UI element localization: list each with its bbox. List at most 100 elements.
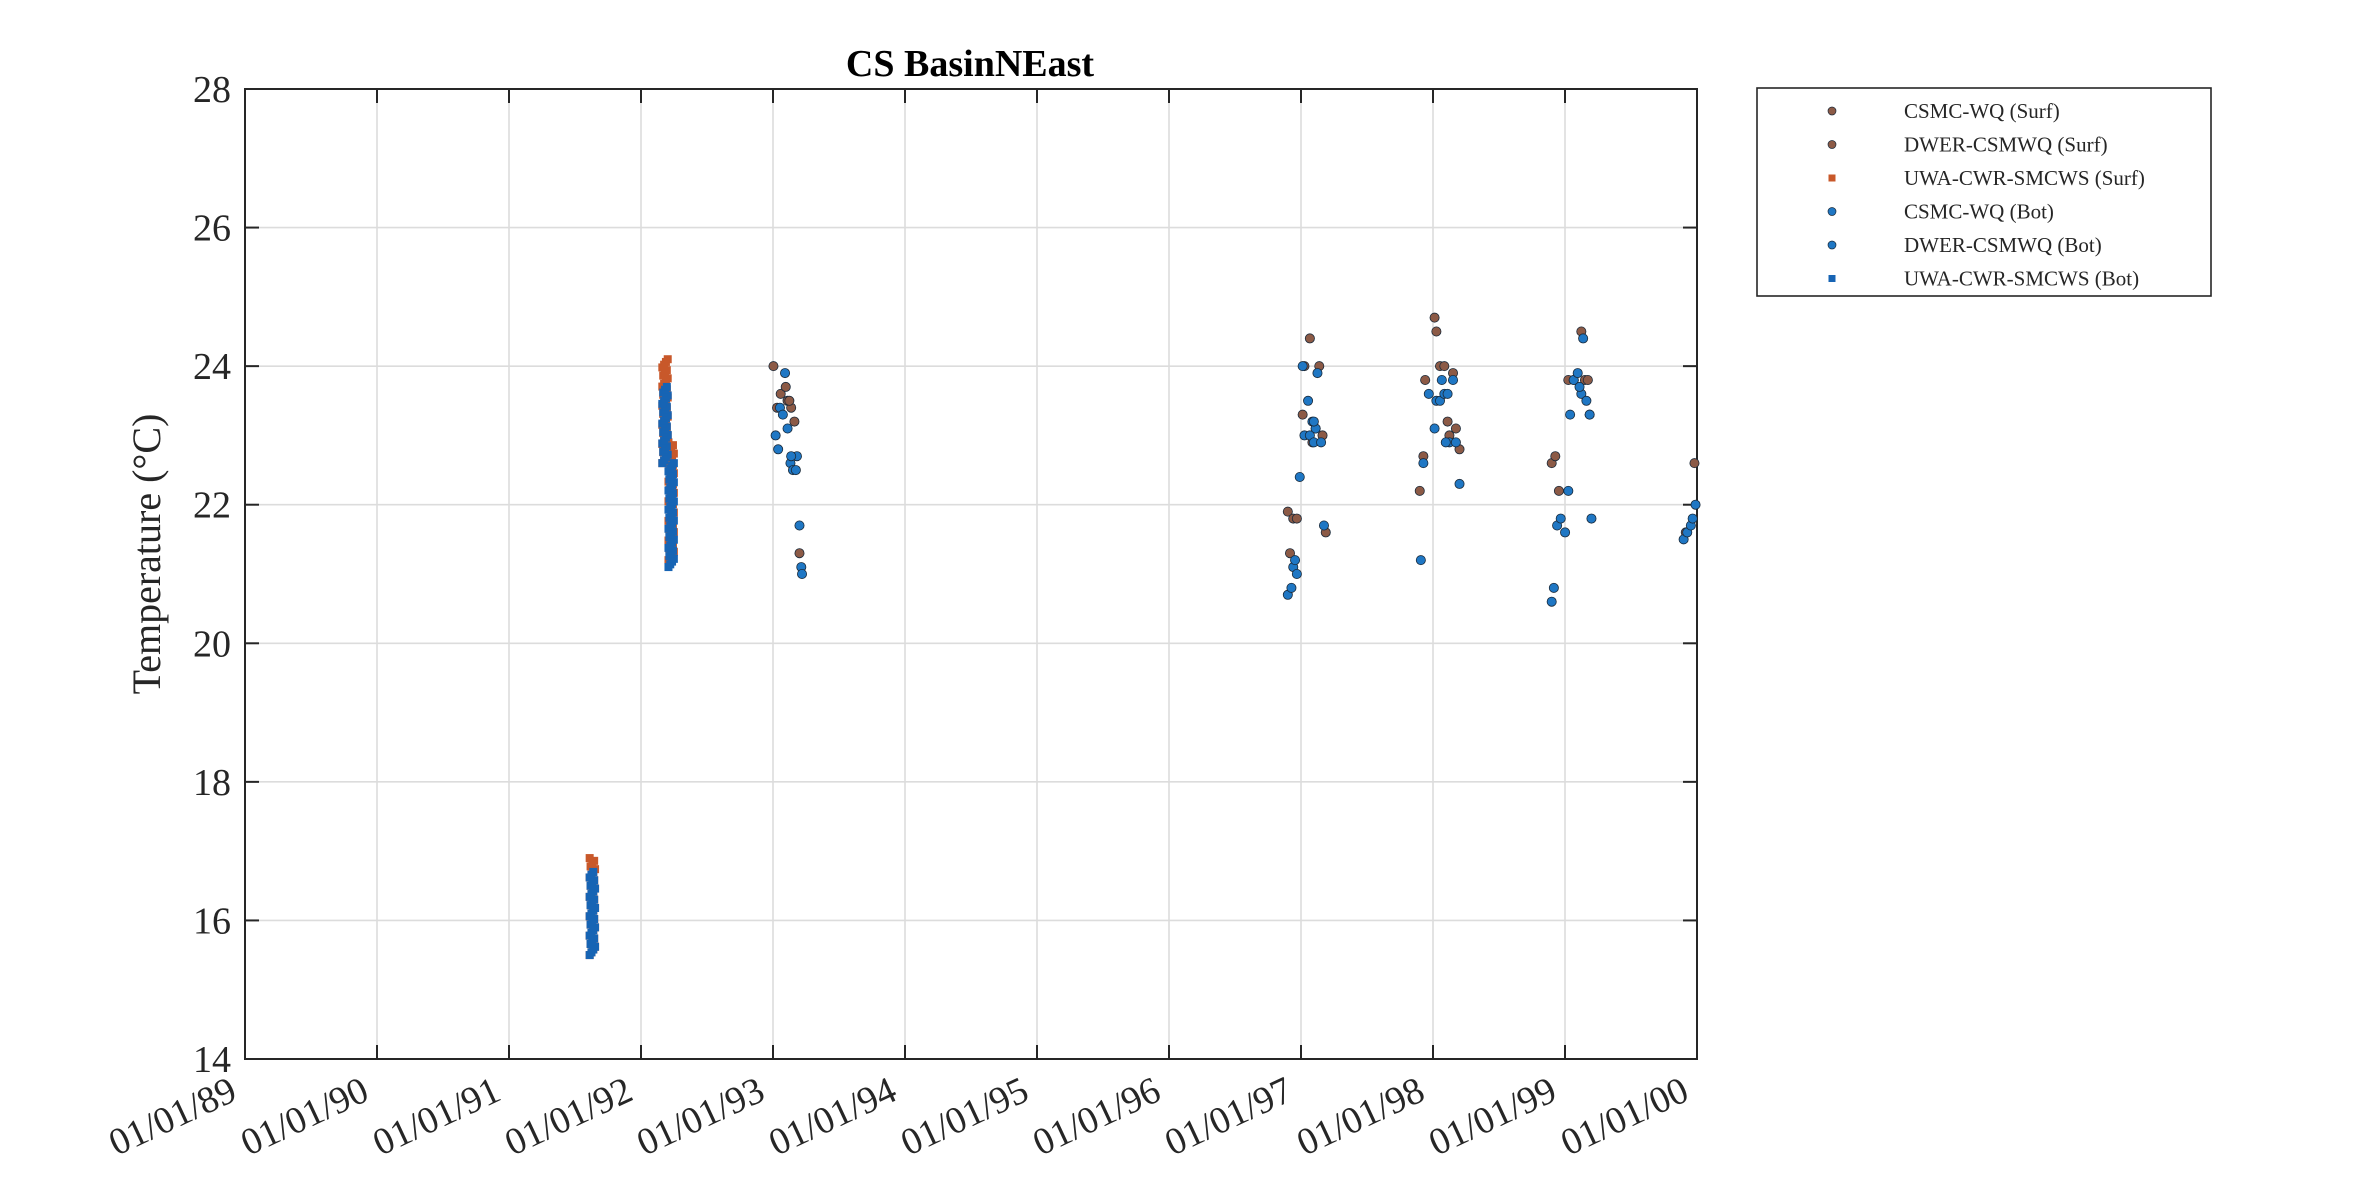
data-point (1581, 395, 1592, 406)
data-point (1550, 451, 1561, 462)
data-point (1414, 485, 1425, 496)
data-point (1297, 409, 1308, 420)
y-tick-label: 16 (193, 900, 231, 942)
data-point (1415, 555, 1426, 566)
data-point (668, 441, 677, 450)
data-point (591, 942, 600, 951)
data-point (784, 395, 795, 406)
data-point (662, 422, 671, 431)
data-point (663, 411, 672, 420)
data-point (662, 366, 671, 375)
plot-area-border (244, 88, 1698, 1060)
data-point (1690, 499, 1701, 510)
data-point (1318, 520, 1329, 531)
data-point (777, 409, 788, 420)
y-tick-label: 28 (193, 69, 231, 111)
data-point (669, 516, 678, 525)
legend-marker (1827, 140, 1837, 149)
legend-marker (1827, 207, 1837, 216)
data-point (1290, 555, 1301, 566)
legend-marker (1827, 240, 1837, 250)
data-point (1560, 527, 1571, 538)
data-point (1316, 437, 1327, 448)
data-point (1555, 513, 1566, 524)
data-point (590, 915, 599, 924)
data-point (1584, 409, 1595, 420)
data-point (591, 903, 600, 912)
data-point (1423, 388, 1434, 399)
data-point (591, 884, 600, 893)
data-point (780, 381, 791, 392)
data-point (1291, 569, 1302, 580)
data-point (1429, 423, 1440, 434)
data-point (1572, 368, 1583, 379)
data-point (1454, 478, 1465, 489)
data-point (1420, 374, 1431, 385)
data-point (668, 508, 677, 517)
legend-label: DWER-CSMWQ (Bot) (1904, 233, 2102, 257)
data-point (1291, 513, 1302, 524)
data-point (668, 470, 677, 479)
data-point (669, 459, 678, 468)
data-point (663, 355, 672, 364)
y-tick-label: 18 (193, 762, 231, 804)
data-point (668, 489, 677, 498)
data-point (669, 497, 678, 506)
data-point (591, 923, 600, 932)
data-point (662, 442, 671, 451)
data-point (775, 388, 786, 399)
data-point (1304, 333, 1315, 344)
legend-label: DWER-CSMWQ (Surf) (1904, 133, 2108, 157)
data-point (663, 430, 672, 439)
legend-label: CSMC-WQ (Bot) (1904, 200, 2054, 224)
data-point (1312, 368, 1323, 379)
data-point (1439, 361, 1450, 372)
data-series (585, 312, 1701, 960)
data-point (1429, 312, 1440, 323)
data-point (663, 450, 672, 459)
data-point (1450, 437, 1461, 448)
data-point (782, 423, 793, 434)
data-point (790, 465, 801, 476)
data-point (590, 856, 599, 865)
data-point (1448, 374, 1459, 385)
data-point (1282, 506, 1293, 517)
legend-label: UWA-CWR-SMCWS (Bot) (1904, 267, 2139, 291)
data-point (589, 867, 598, 876)
legend-label: CSMC-WQ (Surf) (1904, 99, 2060, 123)
data-point (797, 569, 808, 580)
data-point (590, 895, 599, 904)
y-tick-label: 14 (193, 1039, 231, 1081)
data-point (662, 402, 671, 411)
data-point (1297, 361, 1308, 372)
data-point (1563, 485, 1574, 496)
data-point (663, 374, 672, 383)
data-point (663, 391, 672, 400)
data-point (1308, 416, 1319, 427)
legend-marker (1828, 174, 1836, 182)
data-point (1418, 458, 1429, 469)
legend-label: UWA-CWR-SMCWS (Surf) (1904, 166, 2145, 190)
data-point (669, 449, 678, 458)
data-point (585, 854, 594, 863)
data-point (1553, 485, 1564, 496)
y-tick-label: 24 (193, 346, 231, 388)
legend-marker (1827, 106, 1837, 116)
data-point (1294, 471, 1305, 482)
data-point (1586, 513, 1597, 524)
data-point (794, 548, 805, 559)
data-point (1574, 381, 1585, 392)
y-tick-label: 22 (193, 485, 231, 527)
data-point (590, 934, 599, 943)
data-point (1546, 596, 1557, 607)
data-point (1578, 333, 1589, 344)
data-point (1440, 437, 1451, 448)
legend-box (1756, 87, 2212, 297)
y-tick-label: 26 (193, 208, 231, 250)
data-point (669, 478, 678, 487)
y-axis-label: Temperature (°C) (124, 414, 169, 695)
data-point (590, 876, 599, 885)
data-point (1450, 423, 1461, 434)
legend-marker (1828, 275, 1836, 282)
